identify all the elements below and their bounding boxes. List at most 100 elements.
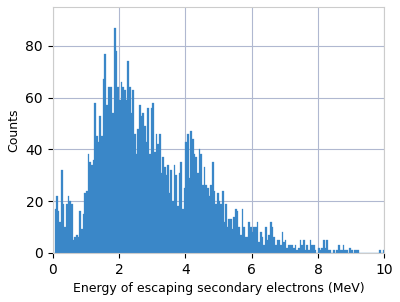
Bar: [122, 87, 124, 253]
Bar: [167, 165, 169, 253]
Bar: [109, 87, 111, 253]
Bar: [134, 134, 136, 253]
Bar: [296, 250, 298, 253]
Bar: [99, 116, 101, 253]
Bar: [176, 175, 177, 253]
Bar: [81, 230, 83, 253]
Bar: [358, 250, 359, 253]
Bar: [228, 219, 230, 253]
Bar: [308, 250, 310, 253]
Bar: [60, 222, 61, 253]
Bar: [156, 134, 157, 253]
Bar: [119, 100, 121, 253]
Bar: [218, 201, 220, 253]
Bar: [142, 113, 144, 253]
Bar: [266, 240, 268, 253]
Bar: [303, 240, 305, 253]
Bar: [272, 227, 273, 253]
Bar: [275, 245, 276, 253]
Bar: [152, 103, 154, 253]
Bar: [293, 248, 295, 253]
Bar: [96, 136, 98, 253]
Bar: [321, 248, 323, 253]
Bar: [341, 250, 343, 253]
Bar: [68, 196, 70, 253]
Bar: [243, 227, 245, 253]
X-axis label: Energy of escaping secondary electrons (MeV): Energy of escaping secondary electrons (…: [73, 282, 364, 295]
Bar: [225, 204, 227, 253]
Bar: [320, 250, 321, 253]
Bar: [340, 250, 341, 253]
Bar: [207, 188, 209, 253]
Bar: [129, 87, 131, 253]
Bar: [202, 185, 204, 253]
Bar: [255, 227, 257, 253]
Bar: [280, 245, 282, 253]
Bar: [205, 185, 207, 253]
Bar: [197, 172, 199, 253]
Bar: [234, 217, 235, 253]
Bar: [315, 250, 316, 253]
Bar: [330, 250, 331, 253]
Bar: [101, 136, 102, 253]
Bar: [114, 28, 116, 253]
Bar: [232, 230, 234, 253]
Bar: [257, 222, 258, 253]
Bar: [288, 245, 290, 253]
Bar: [298, 248, 300, 253]
Bar: [252, 232, 253, 253]
Bar: [313, 245, 315, 253]
Bar: [220, 204, 222, 253]
Bar: [283, 243, 285, 253]
Bar: [263, 245, 265, 253]
Bar: [174, 165, 176, 253]
Bar: [172, 201, 174, 253]
Bar: [118, 87, 119, 253]
Bar: [351, 250, 353, 253]
Bar: [292, 245, 293, 253]
Bar: [116, 51, 118, 253]
Bar: [333, 250, 334, 253]
Bar: [54, 209, 56, 253]
Bar: [144, 126, 146, 253]
Bar: [318, 248, 320, 253]
Bar: [222, 191, 224, 253]
Bar: [230, 219, 232, 253]
Bar: [102, 79, 104, 253]
Bar: [247, 237, 248, 253]
Bar: [83, 214, 84, 253]
Bar: [190, 131, 192, 253]
Bar: [149, 154, 151, 253]
Bar: [336, 250, 338, 253]
Bar: [242, 209, 243, 253]
Bar: [187, 134, 189, 253]
Bar: [84, 193, 86, 253]
Bar: [79, 211, 81, 253]
Bar: [295, 245, 296, 253]
Bar: [282, 232, 283, 253]
Bar: [268, 235, 270, 253]
Bar: [217, 193, 218, 253]
Bar: [192, 139, 194, 253]
Bar: [323, 240, 324, 253]
Bar: [159, 134, 160, 253]
Bar: [106, 105, 108, 253]
Bar: [169, 193, 170, 253]
Bar: [70, 201, 71, 253]
Bar: [338, 245, 340, 253]
Bar: [189, 178, 190, 253]
Bar: [262, 237, 263, 253]
Bar: [58, 211, 60, 253]
Bar: [186, 142, 187, 253]
Bar: [170, 170, 172, 253]
Bar: [270, 222, 272, 253]
Bar: [324, 248, 326, 253]
Bar: [179, 172, 180, 253]
Bar: [273, 237, 275, 253]
Bar: [379, 250, 381, 253]
Bar: [182, 209, 184, 253]
Bar: [91, 165, 93, 253]
Bar: [139, 105, 141, 253]
Bar: [224, 222, 225, 253]
Bar: [160, 172, 162, 253]
